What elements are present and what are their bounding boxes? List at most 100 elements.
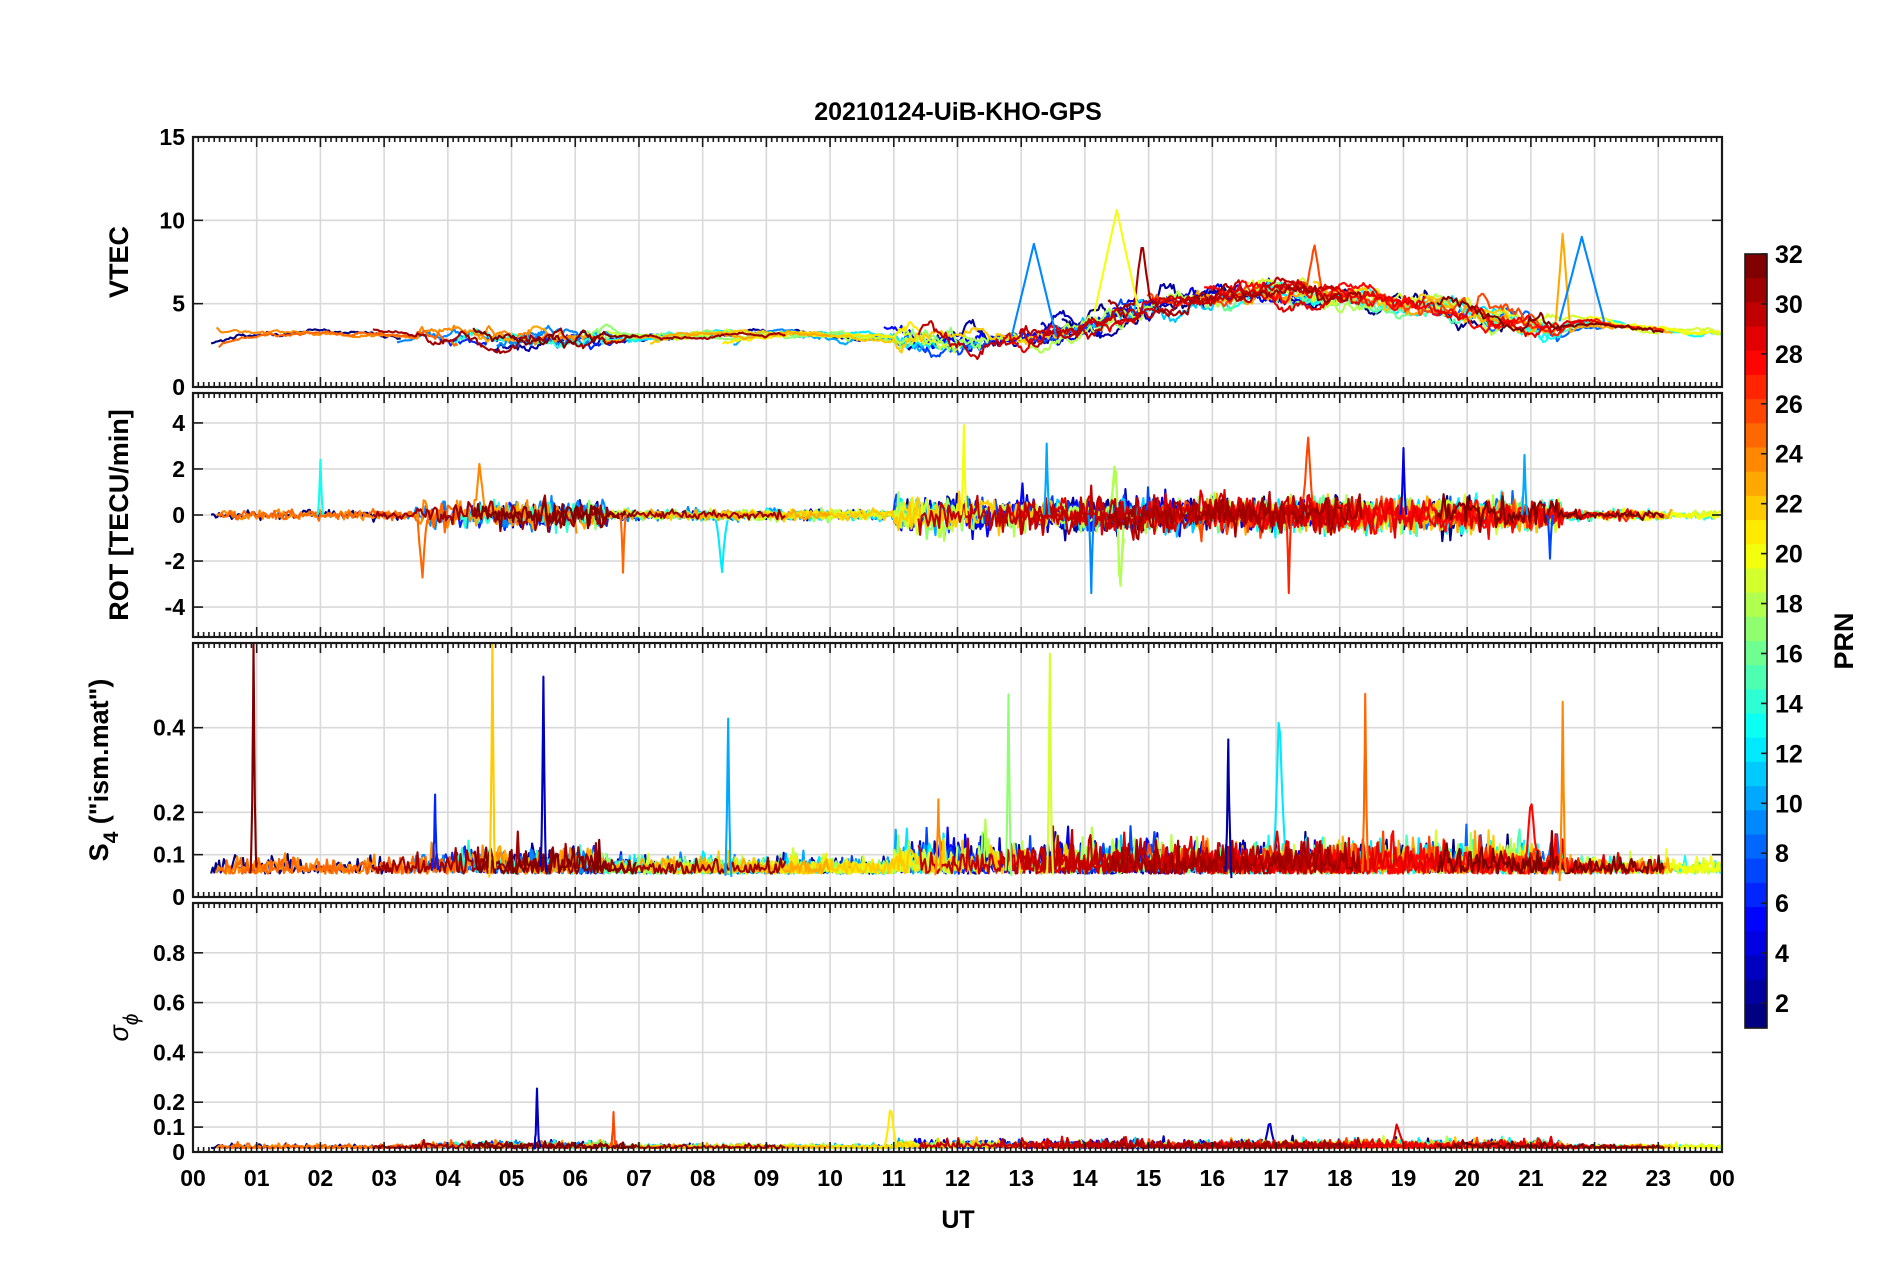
spike-prn-9 [1010, 242, 1058, 337]
x-axis-label: UT [941, 1206, 974, 1234]
spike-prn-4 [1399, 447, 1408, 516]
colorbar-segment [1745, 592, 1767, 618]
colorbar-segment [1745, 326, 1767, 352]
colorbar-tick-label: 28 [1775, 341, 1803, 369]
y-tick-label: 0.1 [153, 842, 185, 868]
series-prn-21 [722, 1109, 920, 1150]
colorbar-segment [1745, 254, 1767, 279]
x-tick-label: 06 [562, 1165, 588, 1191]
colorbar-tick-label: 18 [1775, 591, 1803, 619]
x-tick-label: 10 [817, 1165, 843, 1191]
series-prn-31 [372, 327, 786, 355]
spike-prn-22 [488, 643, 497, 878]
colorbar-segment [1745, 858, 1767, 884]
spike-prn-20 [1093, 208, 1141, 313]
colorbar-tick-label: 6 [1775, 890, 1789, 918]
spike-prn-10 [1520, 453, 1529, 516]
spike-prn-7 [1545, 514, 1555, 560]
series-prn-32 [1436, 1139, 1665, 1150]
x-tick-label: 12 [945, 1165, 971, 1191]
colorbar-segment [1745, 520, 1767, 545]
series-prn-30 [1018, 276, 1336, 340]
series-prn-23 [473, 500, 831, 531]
x-tick-label: 17 [1263, 1165, 1289, 1191]
colorbar-tick-label: 32 [1775, 241, 1803, 269]
colorbar-label: PRN [1829, 612, 1859, 669]
figure-title: 20210124-UiB-KHO-GPS [814, 98, 1102, 126]
spike-prn-3 [533, 1087, 542, 1150]
colorbar-segment [1745, 544, 1767, 570]
x-tick-label: 01 [244, 1165, 270, 1191]
y-axis-label: ROT [TECU/min] [104, 409, 134, 620]
series-prn-25 [218, 502, 459, 579]
colorbar-segment [1745, 423, 1767, 449]
spike-prn-26 [609, 1110, 618, 1148]
series-group [210, 208, 1722, 361]
spike-prn-24 [934, 798, 943, 876]
x-tick-label: 09 [754, 1165, 780, 1191]
y-tick-label: 0 [172, 884, 185, 910]
colorbar-segment [1745, 737, 1767, 763]
x-tick-label: 15 [1136, 1165, 1162, 1191]
colorbar-segment [1745, 761, 1767, 787]
panel-sigma_phi: 00.10.2 0.4 0.6 0.8 σϕ [104, 901, 1724, 1165]
y-tick-label: 15 [159, 124, 185, 150]
colorbar-segment [1745, 641, 1767, 666]
colorbar-segment [1745, 568, 1767, 594]
y-tick-label: 0 [172, 374, 185, 400]
x-axis: 00 01 02 03 04 05 06 07 08 09 10 11 12 13 14 15 16 17 18 19… [180, 1165, 1735, 1191]
colorbar-segment [1745, 447, 1767, 473]
series-prn-23 [1195, 232, 1673, 334]
colorbar-segment [1745, 278, 1767, 303]
colorbar-segment [1745, 302, 1767, 328]
panel-s4: 0 0.1 0.2 0.4 S4 ("ism.mat") [84, 641, 1724, 910]
x-tick-label: 00 [180, 1165, 206, 1191]
x-tick-label: 18 [1327, 1165, 1353, 1191]
series-prn-31 [372, 494, 786, 533]
colorbar-tick-label: 2 [1775, 990, 1789, 1018]
series-prn-30 [917, 279, 1344, 361]
spike-prn-3 [539, 675, 548, 873]
y-tick-label: 0.1 [153, 1114, 185, 1140]
x-tick-label: 14 [1072, 1165, 1098, 1191]
spike-prn-9 [1558, 235, 1606, 322]
panel-rot: -4 -2 0 2 4 ROT [TECU/min] [104, 391, 1724, 639]
series-prn-31 [1106, 838, 1362, 875]
y-tick-label: 0.8 [153, 940, 185, 966]
series-prn-31 [1107, 493, 1363, 541]
y-tick-label: 10 [159, 207, 185, 233]
x-tick-label: 03 [371, 1165, 397, 1191]
x-tick-label: 22 [1582, 1165, 1608, 1191]
colorbar-tick-label: 12 [1775, 740, 1803, 768]
series-prn-32 [1436, 295, 1664, 334]
spike-prn-13 [316, 458, 325, 516]
series-prn-32 [472, 501, 637, 533]
spike-prn-25 [1360, 692, 1370, 873]
series-group [210, 643, 1722, 881]
colorbar-tick-label: 20 [1775, 541, 1803, 569]
x-tick-label: 11 [882, 1165, 907, 1191]
series-prn-32 [472, 838, 637, 875]
spike-prn-10 [723, 717, 733, 877]
y-tick-label: 0.4 [153, 715, 185, 741]
series-prn-30 [917, 492, 1344, 541]
panel-vtec: 0 5 10 15 VTEC [104, 124, 1724, 400]
spike-prn-17 [1004, 693, 1013, 877]
y-tick-label: -4 [165, 594, 186, 620]
x-tick-label: 19 [1391, 1165, 1417, 1191]
colorbar-segment [1745, 931, 1767, 957]
y-tick-label: 0.2 [153, 1089, 185, 1115]
colorbar-segment [1745, 834, 1767, 860]
colorbar-tick-label: 22 [1775, 491, 1803, 519]
x-tick-label: 21 [1518, 1165, 1544, 1191]
series-prn-32 [1436, 493, 1665, 534]
colorbar-segment [1745, 1003, 1767, 1029]
colorbar-segment [1745, 713, 1767, 739]
spike-prn-6 [430, 793, 440, 871]
x-tick-label: 00 [1709, 1165, 1735, 1191]
spike-prn-25 [618, 514, 628, 574]
y-tick-label: 0.2 [153, 799, 185, 825]
colorbar-tick-label: 26 [1775, 391, 1803, 419]
